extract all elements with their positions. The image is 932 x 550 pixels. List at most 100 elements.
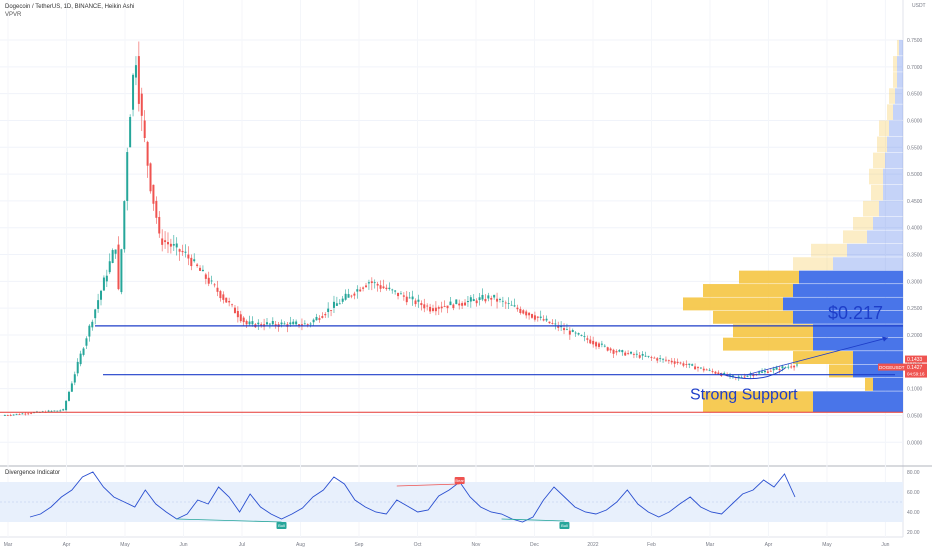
vp-up-bar xyxy=(871,184,883,201)
candle-body xyxy=(251,321,254,325)
price-tick-label: 0.2500 xyxy=(907,306,923,312)
candle-body xyxy=(373,282,376,284)
candle-body xyxy=(516,307,519,310)
price-tick-label: 0.7500 xyxy=(907,38,923,44)
arrow-head-icon xyxy=(882,336,888,342)
candle-body xyxy=(210,280,213,282)
candle-body xyxy=(618,350,621,352)
candle-body xyxy=(673,361,676,364)
candle-body xyxy=(533,315,536,320)
vp-down-bar xyxy=(883,184,903,201)
indicator-tick-label: 80.00 xyxy=(907,470,920,476)
indicator-tick-label: 60.00 xyxy=(907,490,920,496)
candle-body xyxy=(627,353,630,354)
candle-body xyxy=(397,292,400,297)
candle-body xyxy=(3,415,6,417)
candle-body xyxy=(178,249,181,252)
vp-up-bar xyxy=(865,377,873,391)
candle-body xyxy=(391,289,394,291)
candle-body xyxy=(781,366,784,369)
candle-body xyxy=(676,361,679,364)
candle-body xyxy=(752,374,755,377)
candle-body xyxy=(571,330,574,332)
candle-body xyxy=(152,184,155,204)
candle-body xyxy=(332,301,335,308)
time-tick-label: May xyxy=(822,542,832,548)
indicator-line xyxy=(29,471,796,523)
candle-body xyxy=(187,254,190,259)
candle-body xyxy=(143,120,146,138)
candle-body xyxy=(565,329,568,331)
vp-up-bar xyxy=(893,72,897,88)
candle-body xyxy=(437,307,440,309)
candle-body xyxy=(280,322,283,325)
candle-body xyxy=(222,294,225,300)
candle-body xyxy=(283,323,286,325)
candle-body xyxy=(56,410,59,412)
candle-body xyxy=(464,302,467,306)
bear-divergence-line xyxy=(396,483,460,487)
candle-body xyxy=(347,294,350,298)
candle-body xyxy=(382,286,385,289)
candle-body xyxy=(507,303,510,304)
vp-up-bar xyxy=(723,337,813,351)
candle-body xyxy=(775,367,778,370)
candle-body xyxy=(694,366,697,370)
vp-down-bar xyxy=(793,284,903,297)
candle-body xyxy=(236,310,239,318)
candle-body xyxy=(743,376,746,378)
candle-body xyxy=(560,326,563,328)
candle-body xyxy=(315,316,318,321)
candle-body xyxy=(434,307,437,312)
symbol-tag xyxy=(878,363,905,371)
candle-body xyxy=(76,361,79,374)
candle-body xyxy=(423,304,426,309)
candle-body xyxy=(12,414,15,416)
candle-body xyxy=(402,295,405,297)
candle-body xyxy=(478,297,481,301)
candle-body xyxy=(300,324,303,326)
candle-body xyxy=(295,321,298,325)
indicator-tick-label: 20.00 xyxy=(907,530,920,536)
candle-body xyxy=(548,321,551,324)
support-label: Strong Support xyxy=(690,386,798,403)
candle-body xyxy=(632,354,635,355)
candle-body xyxy=(644,355,647,357)
candle-body xyxy=(717,372,720,375)
symbol-title[interactable]: Dogecoin / TetherUS, 1D, BINANCE, Heikin… xyxy=(5,4,135,10)
candle-body xyxy=(97,300,100,309)
vp-down-bar xyxy=(799,270,903,284)
candle-body xyxy=(411,296,414,300)
candle-body xyxy=(102,277,105,291)
candle-body xyxy=(105,275,108,282)
candle-body xyxy=(47,410,50,412)
current-price-tag xyxy=(905,363,927,378)
indicator-title[interactable]: Divergence Indicator xyxy=(5,470,61,476)
candle-body xyxy=(370,281,373,284)
candle-body xyxy=(359,289,362,292)
candle-body xyxy=(723,372,726,375)
price-tick-label: 0.1500 xyxy=(907,360,923,366)
vp-up-bar xyxy=(739,270,799,284)
price-tick-label: 0.5500 xyxy=(907,145,923,151)
time-tick-label: Mar xyxy=(706,542,715,548)
vp-down-bar xyxy=(813,337,903,351)
candle-body xyxy=(289,322,292,325)
vp-down-bar xyxy=(847,243,903,257)
candle-body xyxy=(501,300,504,302)
vp-up-bar xyxy=(703,391,813,413)
candle-body xyxy=(475,300,478,304)
candle-body xyxy=(443,306,446,307)
candle-body xyxy=(100,290,103,300)
candle-body xyxy=(778,368,781,371)
vp-up-bar xyxy=(879,120,889,137)
candle-body xyxy=(630,351,633,354)
candle-body xyxy=(324,314,327,316)
candle-body xyxy=(330,309,333,311)
indicator-label[interactable]: VPVR xyxy=(5,12,22,18)
candle-body xyxy=(647,355,650,357)
candle-body xyxy=(257,322,260,325)
candle-body xyxy=(414,300,417,305)
vp-up-bar xyxy=(863,200,879,217)
